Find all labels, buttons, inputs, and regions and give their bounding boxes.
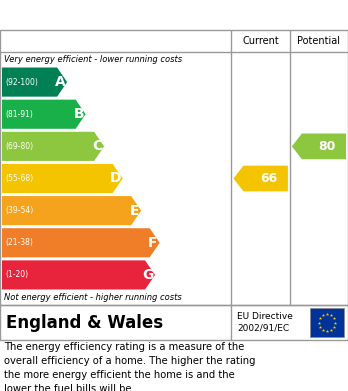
Text: (21-38): (21-38) <box>5 238 33 247</box>
Polygon shape <box>2 228 160 257</box>
Text: Energy Efficiency Rating: Energy Efficiency Rating <box>8 7 218 23</box>
Text: D: D <box>110 172 121 185</box>
Polygon shape <box>292 133 346 159</box>
Text: C: C <box>92 139 102 153</box>
Text: G: G <box>142 268 154 282</box>
Text: (92-100): (92-100) <box>5 77 38 86</box>
Text: E: E <box>129 204 139 218</box>
Text: F: F <box>148 236 157 250</box>
Polygon shape <box>2 68 67 97</box>
Text: B: B <box>73 107 84 121</box>
Text: England & Wales: England & Wales <box>6 314 163 332</box>
Polygon shape <box>234 166 288 191</box>
Text: Not energy efficient - higher running costs: Not energy efficient - higher running co… <box>4 294 182 303</box>
Polygon shape <box>2 196 141 225</box>
Text: 80: 80 <box>318 140 335 153</box>
Polygon shape <box>2 260 155 289</box>
Polygon shape <box>2 100 86 129</box>
Text: Current: Current <box>242 36 279 46</box>
Text: (1-20): (1-20) <box>5 271 28 280</box>
Text: (69-80): (69-80) <box>5 142 33 151</box>
Text: The energy efficiency rating is a measure of the
overall efficiency of a home. T: The energy efficiency rating is a measur… <box>4 342 255 391</box>
Text: A: A <box>55 75 65 89</box>
Text: (81-91): (81-91) <box>5 110 33 119</box>
Text: Potential: Potential <box>298 36 340 46</box>
Text: (39-54): (39-54) <box>5 206 33 215</box>
Polygon shape <box>2 132 104 161</box>
Text: Very energy efficient - lower running costs: Very energy efficient - lower running co… <box>4 54 182 63</box>
Text: EU Directive
2002/91/EC: EU Directive 2002/91/EC <box>237 312 293 333</box>
Polygon shape <box>2 164 122 193</box>
Bar <box>310 308 344 337</box>
Text: 66: 66 <box>260 172 277 185</box>
Text: (55-68): (55-68) <box>5 174 33 183</box>
